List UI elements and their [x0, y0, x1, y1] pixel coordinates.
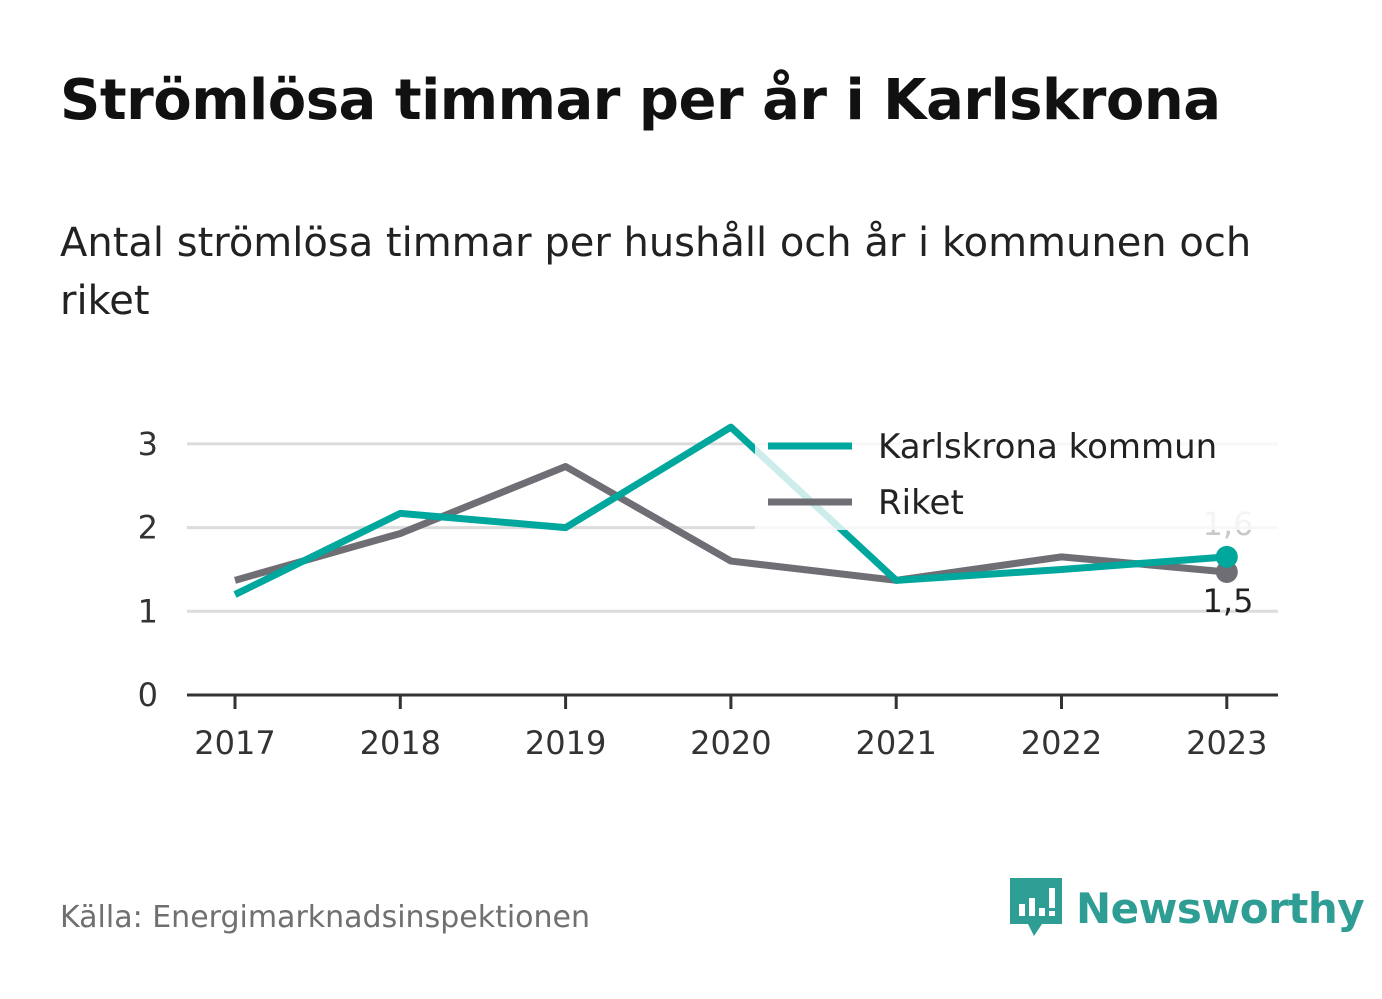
brand-name: Newsworthy — [1076, 883, 1365, 933]
x-tick-label: 2023 — [1186, 724, 1267, 762]
chart-subtitle: Antal strömlösa timmar per hushåll och å… — [60, 220, 1252, 324]
series-line-karlskrona — [233, 423, 1228, 598]
y-tick-label: 0 — [138, 676, 158, 714]
x-tick-label: 2021 — [855, 724, 936, 762]
legend-label: Karlskrona kommun — [878, 427, 1217, 467]
newsworthy-logo-icon — [1010, 878, 1062, 936]
x-tick-label: 2017 — [194, 724, 275, 762]
legend-label: Riket — [878, 483, 964, 523]
y-tick-label: 1 — [138, 592, 158, 630]
brand-logo: Newsworthy — [1010, 878, 1365, 938]
x-tick-label: 2018 — [360, 724, 441, 762]
series-end-point-riket — [1215, 560, 1238, 583]
legend-background — [755, 420, 1280, 530]
x-tick-label: 2022 — [1021, 724, 1102, 762]
x-tick-label: 2020 — [690, 724, 771, 762]
series-end-point-karlskrona — [1215, 545, 1238, 568]
end-label-riket: 1,5 — [1203, 582, 1254, 620]
series-line-riket — [234, 462, 1228, 584]
y-tick-label: 2 — [138, 509, 158, 547]
y-tick-label: 3 — [138, 425, 158, 463]
chart-title: Strömlösa timmar per år i Karlskrona — [60, 68, 1221, 133]
source-note: Källa: Energimarknadsinspektionen — [60, 900, 591, 935]
x-tick-label: 2019 — [525, 724, 606, 762]
